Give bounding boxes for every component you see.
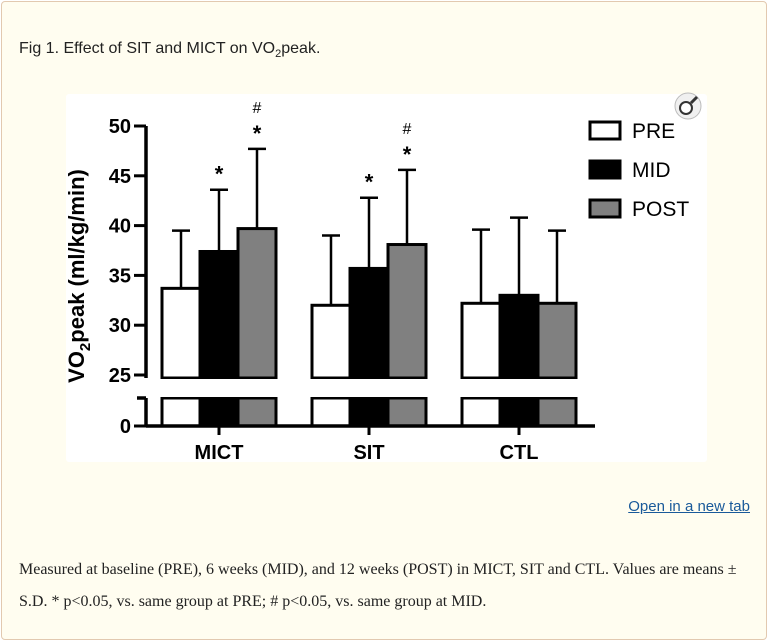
bar-mid-ctl (498, 293, 540, 380)
axis-break-gap (140, 379, 600, 397)
legend-label-post: POST (632, 198, 689, 221)
title-subscript: 2 (275, 48, 282, 61)
bar-lower-pre-ctl (460, 396, 502, 428)
significance-marker: * (403, 142, 412, 167)
bar-post-sit (386, 243, 428, 380)
open-in-new-tab-link[interactable]: Open in a new tab (628, 498, 750, 515)
bar-lower-post-mict (236, 396, 278, 428)
title-text: Fig 1. Effect of SIT and MICT on VO (19, 40, 276, 57)
significance-marker: * (253, 121, 262, 146)
bar-mid-mict (198, 249, 240, 380)
bar-pre-mict (160, 286, 202, 380)
y-axis-label: VO2peak (ml/kg/min) (64, 169, 94, 383)
figure-caption: Measured at baseline (PRE), 6 weeks (MID… (19, 561, 737, 610)
significance-marker: # (253, 100, 262, 117)
y-tick-label: 40 (109, 216, 131, 238)
bar-pre-ctl (460, 301, 502, 380)
bar-lower-mid-ctl (498, 396, 540, 428)
bar-lower-pre-mict (160, 396, 202, 428)
bar-pre-sit (310, 303, 352, 380)
significance-marker: # (403, 121, 412, 138)
bar-lower-post-sit (386, 396, 428, 428)
significance-marker: * (215, 162, 224, 187)
y-tick-label: 50 (109, 116, 131, 138)
figure-title: Fig 1. Effect of SIT and MICT on VO2peak… (19, 40, 320, 60)
bar-post-ctl (536, 301, 578, 380)
bar-lower-pre-sit (310, 396, 352, 428)
y-tick-label: 25 (109, 365, 131, 387)
bar-lower-mid-mict (198, 396, 240, 428)
magnifier-icon[interactable] (674, 92, 702, 120)
x-tick-label: SIT (353, 442, 384, 464)
x-tick-label: MICT (195, 442, 244, 464)
y-tick-label: 45 (109, 166, 131, 188)
bar-lower-mid-sit (348, 396, 390, 428)
significance-marker: * (365, 170, 374, 195)
legend-swatch-post (588, 198, 622, 219)
legend-swatch-mid (588, 159, 622, 180)
x-tick-label: CTL (500, 442, 539, 464)
y-tick-label: 35 (109, 265, 131, 287)
y-tick-label: 30 (109, 315, 131, 337)
bar-mid-sit (348, 266, 390, 380)
y-tick-label: 0 (120, 416, 131, 438)
legend-label-pre: PRE (632, 120, 675, 143)
legend-swatch-pre (588, 120, 622, 141)
bar-lower-post-ctl (536, 396, 578, 428)
legend-label-mid: MID (632, 159, 671, 182)
bar-post-mict (236, 227, 278, 380)
title-text-end: peak. (281, 40, 321, 57)
